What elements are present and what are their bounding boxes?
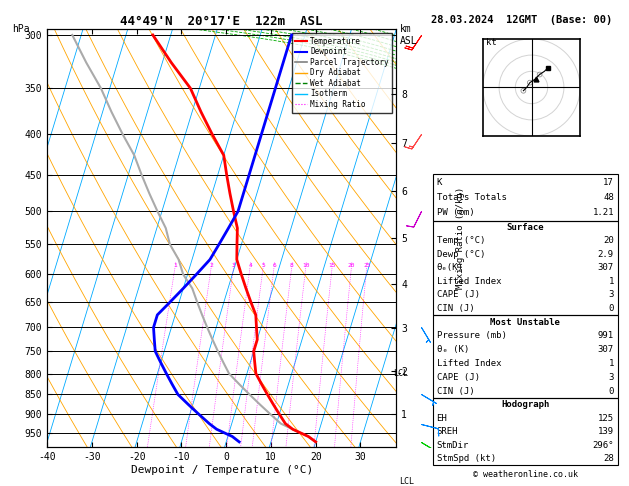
Text: 8: 8 bbox=[290, 263, 294, 268]
Text: 1.21: 1.21 bbox=[593, 208, 614, 217]
Text: 1: 1 bbox=[174, 263, 177, 268]
Text: 296°: 296° bbox=[593, 441, 614, 450]
Text: SREH: SREH bbox=[437, 427, 458, 436]
Text: 2.9: 2.9 bbox=[598, 250, 614, 259]
Text: LCL: LCL bbox=[393, 369, 408, 378]
Text: 139: 139 bbox=[598, 427, 614, 436]
Y-axis label: Mixing Ratio (g/kg): Mixing Ratio (g/kg) bbox=[455, 187, 465, 289]
Text: 15: 15 bbox=[328, 263, 336, 268]
Text: θₑ(K): θₑ(K) bbox=[437, 263, 464, 272]
Text: 3: 3 bbox=[232, 263, 236, 268]
Text: 1: 1 bbox=[608, 277, 614, 286]
Text: 28: 28 bbox=[603, 454, 614, 463]
Text: EH: EH bbox=[437, 414, 447, 423]
Title: 44°49'N  20°17'E  122m  ASL: 44°49'N 20°17'E 122m ASL bbox=[121, 15, 323, 28]
Text: hPa: hPa bbox=[13, 24, 30, 35]
Bar bbox=[433, 399, 618, 465]
Bar bbox=[433, 221, 618, 315]
Text: Totals Totals: Totals Totals bbox=[437, 193, 506, 202]
Text: 20: 20 bbox=[348, 263, 355, 268]
Text: CAPE (J): CAPE (J) bbox=[437, 373, 479, 382]
Text: StmDir: StmDir bbox=[437, 441, 469, 450]
Text: CAPE (J): CAPE (J) bbox=[437, 291, 479, 299]
Text: StmSpd (kt): StmSpd (kt) bbox=[437, 454, 496, 463]
X-axis label: Dewpoint / Temperature (°C): Dewpoint / Temperature (°C) bbox=[131, 465, 313, 475]
Text: kt: kt bbox=[486, 38, 497, 47]
Text: 0: 0 bbox=[608, 387, 614, 396]
Text: 3: 3 bbox=[608, 373, 614, 382]
Text: 4: 4 bbox=[248, 263, 252, 268]
Text: 3: 3 bbox=[608, 291, 614, 299]
Text: 48: 48 bbox=[603, 193, 614, 202]
Text: Lifted Index: Lifted Index bbox=[437, 277, 501, 286]
Text: LCL: LCL bbox=[399, 477, 415, 486]
Text: Hodograph: Hodograph bbox=[501, 400, 549, 410]
Bar bbox=[433, 174, 618, 221]
Text: 307: 307 bbox=[598, 263, 614, 272]
Text: Most Unstable: Most Unstable bbox=[490, 317, 560, 327]
Text: 307: 307 bbox=[598, 345, 614, 354]
Text: Pressure (mb): Pressure (mb) bbox=[437, 331, 506, 341]
Text: K: K bbox=[437, 177, 442, 187]
Text: CIN (J): CIN (J) bbox=[437, 387, 474, 396]
Text: 2: 2 bbox=[209, 263, 213, 268]
Text: Surface: Surface bbox=[506, 223, 544, 232]
Bar bbox=[433, 315, 618, 399]
Text: PW (cm): PW (cm) bbox=[437, 208, 474, 217]
Text: 28.03.2024  12GMT  (Base: 00): 28.03.2024 12GMT (Base: 00) bbox=[431, 15, 612, 25]
Text: Dewp (°C): Dewp (°C) bbox=[437, 250, 485, 259]
Text: 6: 6 bbox=[272, 263, 276, 268]
Text: 17: 17 bbox=[603, 177, 614, 187]
Text: θₑ (K): θₑ (K) bbox=[437, 345, 469, 354]
Text: km
ASL: km ASL bbox=[399, 24, 417, 46]
Text: 1: 1 bbox=[608, 359, 614, 368]
Text: 5: 5 bbox=[262, 263, 265, 268]
Text: Lifted Index: Lifted Index bbox=[437, 359, 501, 368]
Text: 10: 10 bbox=[302, 263, 309, 268]
Text: 0: 0 bbox=[608, 304, 614, 313]
Text: Temp (°C): Temp (°C) bbox=[437, 236, 485, 245]
Legend: Temperature, Dewpoint, Parcel Trajectory, Dry Adiabat, Wet Adiabat, Isotherm, Mi: Temperature, Dewpoint, Parcel Trajectory… bbox=[292, 33, 392, 113]
Text: 25: 25 bbox=[363, 263, 370, 268]
Text: 20: 20 bbox=[603, 236, 614, 245]
Text: CIN (J): CIN (J) bbox=[437, 304, 474, 313]
Text: 991: 991 bbox=[598, 331, 614, 341]
Text: © weatheronline.co.uk: © weatheronline.co.uk bbox=[473, 470, 577, 479]
Text: 125: 125 bbox=[598, 414, 614, 423]
